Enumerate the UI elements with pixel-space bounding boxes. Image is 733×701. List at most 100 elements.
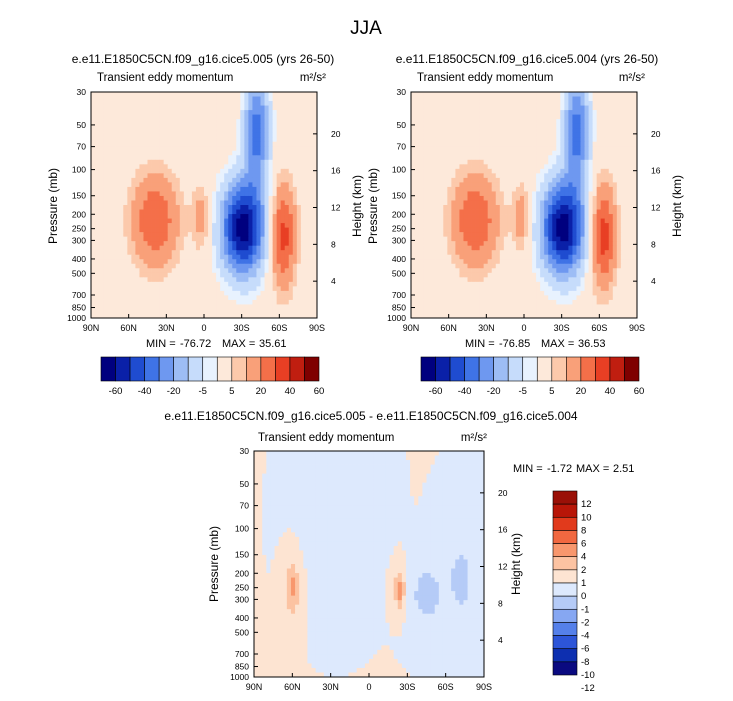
contour-cell: [419, 223, 424, 228]
contour-cell: [292, 191, 298, 197]
contour-cell: [475, 123, 481, 129]
contour-cell: [471, 150, 476, 156]
contour-cell: [224, 96, 229, 102]
contour-cell: [528, 232, 533, 238]
contour-cell: [115, 110, 120, 115]
contour-cell: [228, 141, 233, 147]
contour-cell: [572, 250, 577, 256]
contour-cell: [312, 195, 318, 201]
contour-cell: [123, 173, 128, 179]
contour-cell: [544, 195, 549, 201]
contour-cell: [296, 182, 302, 188]
contour-cell: [455, 205, 460, 210]
contour-cell: [208, 214, 213, 219]
contour-cell: [608, 101, 614, 106]
contour-cell: [524, 209, 529, 215]
contour-cell: [620, 155, 626, 161]
contour-cell: [248, 195, 253, 201]
contour-cell: [596, 155, 602, 161]
contour-cell: [179, 214, 185, 219]
contour-cell: [103, 173, 108, 179]
contour-cell: [195, 245, 201, 251]
contour-cell: [580, 214, 585, 219]
contour-cell: [123, 268, 128, 274]
contour-cell: [111, 146, 116, 152]
contour-cell: [220, 164, 225, 170]
contour-cell: [260, 155, 265, 161]
contour-cell: [556, 227, 561, 233]
contour-cell: [588, 110, 594, 115]
contour-cell: [499, 241, 505, 247]
contour-cell: [147, 132, 152, 138]
contour-cell: [536, 259, 541, 265]
contour-cell: [479, 137, 485, 143]
contour-cell: [212, 182, 217, 188]
contour-cell: [411, 254, 416, 260]
contour-cell: [544, 250, 549, 256]
contour-cell: [91, 250, 96, 256]
contour-cell: [147, 128, 152, 134]
contour-cell: [99, 241, 104, 247]
contour-cell: [272, 155, 278, 161]
contour-cell: [264, 168, 269, 174]
contour-cell: [228, 96, 233, 102]
contour-cell: [175, 186, 181, 192]
contour-cell: [511, 191, 517, 197]
contour-cell: [264, 268, 269, 274]
contour-cell: [479, 101, 485, 106]
contour-cell: [244, 164, 249, 170]
contour-cell: [228, 105, 233, 111]
contour-cell: [191, 250, 197, 256]
contour-cell: [91, 168, 96, 174]
contour-cell: [204, 177, 209, 183]
contour-cell: [439, 250, 444, 256]
contour-cell: [495, 254, 501, 260]
contour-cell: [503, 119, 509, 125]
contour-cell: [588, 200, 594, 206]
contour-cell: [199, 132, 205, 138]
contour-cell: [620, 150, 626, 156]
contour-cell: [624, 186, 630, 192]
contour-cell: [308, 159, 314, 165]
contour-cell: [596, 101, 602, 106]
contour-cell: [127, 191, 132, 197]
contour-cell: [143, 232, 148, 238]
contour-cell: [147, 200, 152, 206]
contour-cell: [455, 250, 460, 256]
contour-cell: [536, 164, 541, 170]
contour-cell: [604, 110, 610, 115]
contour-cell: [195, 92, 201, 97]
contour-cell: [435, 209, 440, 215]
contour-cell: [536, 218, 541, 224]
contour-cell: [204, 290, 209, 296]
contour-cell: [471, 259, 476, 265]
contour-cell: [280, 205, 286, 210]
contour-cell: [292, 308, 298, 314]
contour-cell: [532, 214, 537, 219]
contour-cell: [139, 137, 144, 143]
contour-cell: [151, 281, 156, 287]
contour-cell: [119, 304, 124, 310]
contour-cell: [99, 92, 104, 97]
contour-cell: [515, 132, 521, 138]
contour-cell: [216, 254, 221, 260]
contour-cell: [624, 245, 630, 251]
contour-cell: [616, 128, 622, 134]
contour-cell: [220, 105, 225, 111]
contour-cell: [256, 101, 261, 106]
contour-cell: [292, 254, 298, 260]
contour-cell: [167, 272, 173, 278]
contour-cell: [199, 137, 205, 143]
contour-cell: [131, 290, 136, 296]
contour-cell: [507, 223, 513, 228]
contour-cell: [300, 245, 306, 251]
contour-cell: [435, 214, 440, 219]
contour-cell: [236, 218, 241, 224]
contour-cell: [411, 132, 416, 138]
contour-cell: [131, 155, 136, 161]
contour-cell: [524, 137, 529, 143]
contour-cell: [304, 272, 310, 278]
contour-cell: [276, 164, 282, 170]
contour-cell: [528, 245, 533, 251]
contour-cell: [147, 245, 152, 251]
